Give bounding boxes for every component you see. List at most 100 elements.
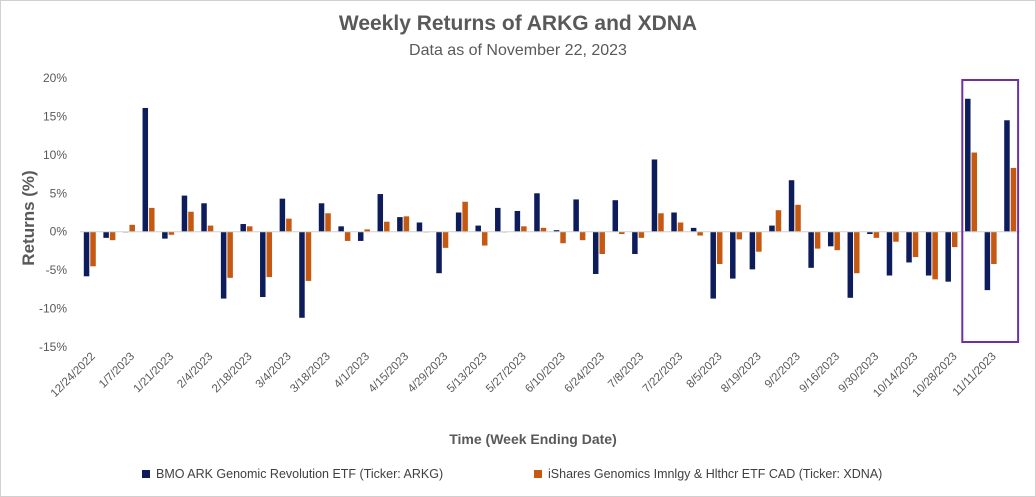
bar-arkg <box>690 227 697 232</box>
bar-xdna <box>619 231 625 235</box>
legend-label-arkg: BMO ARK Genomic Revolution ETF (Ticker: … <box>156 467 443 481</box>
bar-xdna <box>364 229 370 232</box>
y-tick-label: 20% <box>43 71 67 85</box>
x-tick-label: 8/19/2023 <box>719 351 764 396</box>
bar-arkg <box>730 231 736 279</box>
x-tick-label: 4/29/2023 <box>406 351 451 396</box>
bar-xdna <box>90 231 96 267</box>
legend-label-xdna: iShares Genomics Imnlgy & Hlthcr ETF CAD… <box>548 467 882 481</box>
bar-xdna <box>893 231 899 242</box>
bar-xdna <box>834 231 840 251</box>
bar-arkg <box>162 231 168 239</box>
bar-arkg <box>906 231 912 263</box>
bar-arkg <box>455 212 462 232</box>
bar-xdna <box>599 231 605 254</box>
bar-arkg <box>240 224 246 232</box>
x-tick-label: 3/4/2023 <box>254 351 294 391</box>
bar-xdna <box>795 204 801 232</box>
y-axis-ticks: 20% 15% 10% 5% 0% -5% -10% -15% <box>39 71 67 354</box>
series-xdna <box>90 152 1017 281</box>
x-tick-label: 9/16/2023 <box>797 351 842 396</box>
bar-xdna <box>246 226 253 232</box>
bar-xdna <box>756 231 762 252</box>
bar-xdna <box>658 213 664 232</box>
y-tick-label: -5% <box>46 263 68 277</box>
bar-xdna <box>129 224 135 232</box>
x-tick-label: 4/15/2023 <box>367 351 412 396</box>
bar-arkg <box>710 231 716 299</box>
bar-xdna <box>932 231 938 280</box>
bar-xdna <box>716 231 723 264</box>
bar-arkg <box>103 231 109 238</box>
bar-arkg <box>671 212 677 232</box>
y-tick-label: 10% <box>43 148 67 162</box>
bar-arkg <box>397 217 403 232</box>
bar-xdna <box>638 231 645 238</box>
x-tick-label: 12/24/2022 <box>49 351 98 400</box>
bar-xdna <box>286 218 292 232</box>
bar-xdna <box>188 211 194 232</box>
bar-arkg <box>495 207 501 232</box>
bar-xdna <box>560 231 566 244</box>
bar-xdna <box>344 231 351 241</box>
bar-xdna <box>109 231 116 241</box>
bar-xdna <box>579 231 586 241</box>
bar-arkg <box>377 194 384 232</box>
x-tick-label: 5/27/2023 <box>484 351 529 396</box>
bar-xdna <box>697 231 703 236</box>
bar-xdna <box>149 207 155 232</box>
bar-xdna <box>305 231 312 281</box>
bar-arkg <box>925 231 932 276</box>
bar-arkg <box>632 231 638 254</box>
bar-arkg <box>436 231 442 274</box>
bar-xdna <box>325 213 331 232</box>
bar-arkg <box>1004 120 1010 232</box>
bar-xdna <box>991 231 997 264</box>
bar-xdna <box>403 216 410 232</box>
bar-xdna <box>207 225 214 232</box>
bar-xdna <box>540 227 547 232</box>
bar-xdna <box>854 231 860 274</box>
chart-subtitle: Data as of November 22, 2023 <box>409 42 627 59</box>
y-axis-title: Returns (%) <box>19 170 38 265</box>
bar-arkg <box>220 231 227 299</box>
bar-arkg <box>553 230 560 232</box>
highlight-box <box>961 79 1020 343</box>
bar-arkg <box>534 193 540 232</box>
bar-xdna <box>168 231 175 235</box>
x-tick-label: 6/24/2023 <box>562 351 607 396</box>
bar-arkg <box>651 159 658 232</box>
x-tick-label: 1/21/2023 <box>132 351 177 396</box>
bar-xdna <box>1010 167 1017 232</box>
bar-arkg <box>279 198 286 232</box>
bar-xdna <box>971 152 978 232</box>
bar-arkg <box>299 231 305 318</box>
bar-arkg <box>592 231 599 274</box>
x-tick-label: 4/1/2023 <box>332 351 372 391</box>
bar-xdna <box>912 231 919 258</box>
bar-arkg <box>886 231 893 276</box>
bar-arkg <box>847 231 854 298</box>
legend-swatch-arkg <box>142 470 150 478</box>
bar-arkg <box>965 98 971 232</box>
bar-xdna <box>775 210 782 232</box>
bar-arkg <box>260 231 266 298</box>
x-tick-label: 8/5/2023 <box>684 351 724 391</box>
bar-xdna <box>481 231 488 246</box>
y-tick-label: 0% <box>50 225 68 239</box>
bar-xdna <box>521 226 527 232</box>
bar-arkg <box>201 203 207 232</box>
bar-arkg <box>338 226 344 232</box>
y-tick-label: 5% <box>50 186 68 200</box>
y-tick-label: -10% <box>39 302 67 316</box>
bar-arkg <box>181 195 188 232</box>
bar-xdna <box>677 222 684 232</box>
bar-arkg <box>788 180 795 232</box>
bar-xdna <box>442 231 449 248</box>
x-tick-label: 6/10/2023 <box>523 351 568 396</box>
bar-xdna <box>266 231 273 278</box>
legend-swatch-xdna <box>534 470 542 478</box>
series-arkg <box>83 98 1010 318</box>
